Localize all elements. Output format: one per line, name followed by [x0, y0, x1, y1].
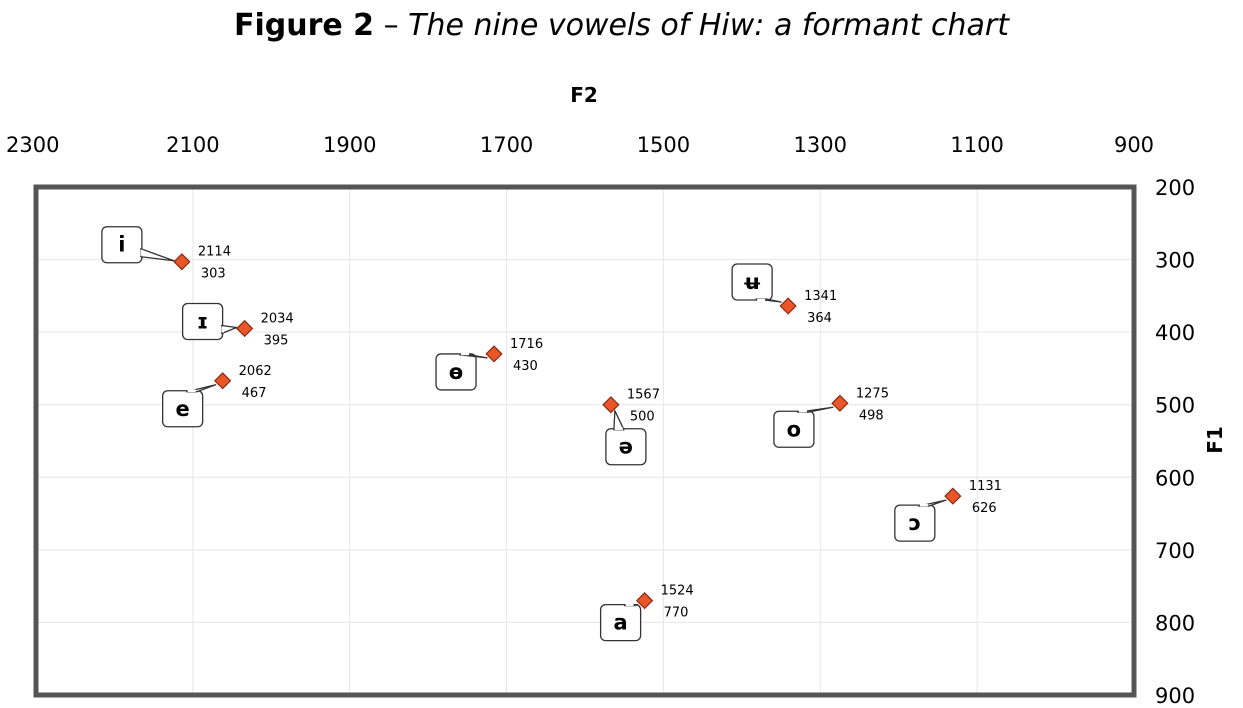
chart-title: Figure 2 – The nine vowels of Hiw: a for… [0, 8, 1243, 43]
y-tick-label: 600 [1155, 466, 1195, 490]
data-marker [602, 396, 620, 414]
data-marker [173, 253, 191, 271]
callout-box [435, 353, 477, 391]
data-label-f2: 1275 [856, 386, 889, 401]
x-tick-label: 2300 [6, 133, 59, 157]
vowel-label: ʉ [742, 270, 761, 294]
callout-box [605, 428, 647, 466]
data-label-f1: 364 [807, 311, 832, 326]
data-marker [831, 394, 849, 412]
chart-title-italic: The nine vowels of Hiw: a formant chart [408, 8, 1010, 43]
plot-frame [33, 184, 1137, 698]
x-tick-label: 1900 [323, 133, 376, 157]
axis-ticks: 2300 2100 1900 1700 1500 1300 1100 900200300400… [6, 133, 1195, 708]
data-marker [944, 487, 962, 505]
vowel-label: ɪ [197, 310, 208, 334]
chart-title-separator: – [374, 8, 409, 43]
vowel-label: i [118, 233, 125, 257]
callout-box [731, 263, 773, 301]
vowel-point: ɵ 1716 430 [435, 337, 543, 391]
data-marker [635, 592, 654, 610]
grid [36, 187, 1134, 695]
data-label-f1: 770 [664, 606, 689, 621]
data-label-f1: 498 [859, 408, 884, 423]
vowel-label: ɵ [449, 360, 463, 384]
x-tick-label: 900 [1114, 133, 1154, 157]
vowel-point: ʉ 1341 364 [731, 263, 837, 326]
x-tick-label: 1300 [794, 133, 847, 157]
data-marker [779, 297, 797, 315]
x-tick-label: 1100 [950, 133, 1003, 157]
data-label-f2: 2114 [198, 245, 231, 260]
vowel-label: e [176, 397, 190, 421]
data-label-f2: 1524 [661, 584, 694, 599]
callout-box [181, 302, 224, 341]
y-tick-label: 200 [1155, 176, 1195, 200]
y-tick-label: 900 [1155, 684, 1195, 708]
y-tick-label: 300 [1155, 249, 1195, 273]
data-label-f1: 395 [264, 334, 289, 349]
data-marker [214, 372, 232, 390]
data-label-f2: 1131 [969, 479, 1002, 494]
x-tick-label: 1500 [637, 133, 690, 157]
y-tick-label: 700 [1155, 539, 1195, 563]
chart-title-bold: Figure 2 [233, 8, 375, 43]
callout-box [773, 410, 815, 448]
vowel-point: o 1275 498 [773, 386, 889, 448]
callout-tail [140, 248, 175, 262]
data-label-f2: 1341 [804, 289, 837, 304]
data-label-f1: 626 [972, 501, 997, 516]
callout-tail [613, 410, 625, 431]
callout-box [599, 604, 642, 642]
x-tick-label: 1700 [480, 133, 533, 157]
data-label-f2: 1716 [510, 337, 543, 352]
x-axis-title: F2 [570, 83, 598, 107]
vowel-label: ə [619, 435, 633, 459]
data-label-f2: 2034 [261, 312, 294, 327]
data-label-f2: 2062 [239, 364, 272, 379]
y-tick-label: 400 [1155, 321, 1195, 345]
vowel-point: e 2062 467 [162, 364, 272, 428]
vowel-point: ɪ 2034 395 [181, 302, 294, 349]
y-tick-label: 800 [1155, 611, 1195, 635]
data-label-f1: 303 [201, 267, 226, 282]
vowel-label: a [614, 611, 628, 635]
y-axis-title: F1 [1203, 426, 1227, 454]
data-label-f2: 1567 [627, 388, 660, 403]
callout-box [894, 504, 936, 542]
data-label-f1: 500 [630, 410, 655, 425]
vowel-point: ə 1567 500 [602, 388, 660, 466]
data-points: i 2114 303 ɪ 2034 395 e 2062 467 ɵ 1716 430 ə 1567 500… [101, 226, 1002, 642]
vowel-label: o [787, 417, 801, 441]
vowel-point: i 2114 303 [101, 226, 231, 282]
data-label-f1: 430 [513, 359, 538, 374]
x-tick-label: 2100 [166, 133, 219, 157]
data-marker [485, 345, 503, 363]
vowel-label: ɔ [909, 511, 921, 535]
data-marker [235, 319, 254, 338]
y-tick-label: 500 [1155, 394, 1195, 418]
vowel-point: ɔ 1131 626 [894, 479, 1002, 542]
data-label-f1: 467 [242, 386, 267, 401]
callout-box [162, 390, 204, 428]
vowel-point: a 1524 770 [599, 584, 694, 642]
callout-box [101, 226, 143, 264]
